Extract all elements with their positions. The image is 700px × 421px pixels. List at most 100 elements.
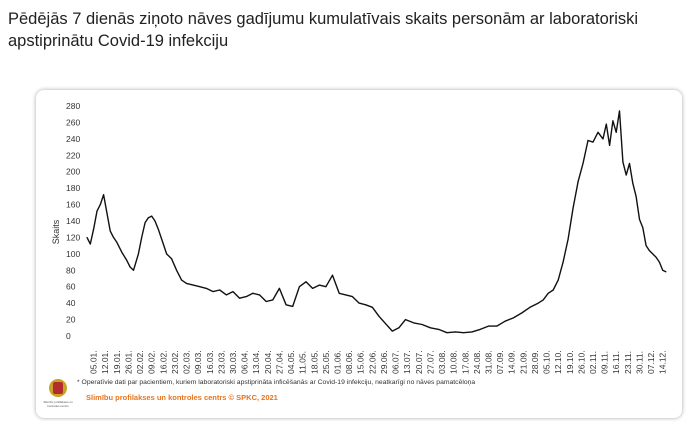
x-tick-label: 24.08. [472, 350, 482, 374]
y-tick-label: 200 [66, 167, 80, 177]
data-point [572, 207, 574, 209]
data-point [147, 217, 149, 219]
data-point [463, 332, 465, 334]
y-tick-label: 120 [66, 232, 80, 242]
data-source-credit: Slimību profilakses un kontroles centrs … [86, 393, 278, 402]
data-point [298, 286, 300, 288]
logo-shield [53, 382, 63, 394]
y-tick-label: 220 [66, 150, 80, 160]
plot-area [86, 110, 667, 334]
data-point [232, 291, 234, 293]
data-point [557, 279, 559, 281]
x-tick-label: 29.06. [379, 350, 389, 374]
data-point [285, 304, 287, 306]
data-point [438, 328, 440, 330]
y-tick-label: 0 [66, 331, 71, 341]
x-tick-label: 01.06. [333, 350, 343, 374]
data-point [609, 144, 611, 146]
data-point [629, 163, 630, 164]
data-point [625, 174, 627, 176]
data-point [521, 312, 523, 314]
data-point [116, 241, 118, 243]
data-point [154, 220, 156, 222]
x-tick-label: 07.12. [646, 350, 656, 374]
x-tick-label: 17.08. [460, 350, 470, 374]
data-point [619, 110, 620, 112]
y-tick-label: 20 [66, 315, 76, 325]
data-point [312, 287, 314, 289]
data-point [166, 253, 168, 255]
x-tick-label: 04.05. [286, 350, 296, 374]
data-point [454, 331, 456, 333]
data-point [632, 182, 634, 184]
data-point [358, 302, 360, 304]
x-tick-label: 23.11. [623, 351, 633, 374]
data-point [192, 284, 194, 286]
data-point [385, 323, 387, 325]
data-point [219, 289, 221, 291]
data-point [252, 292, 254, 294]
x-tick-label: 20.04. [263, 350, 273, 374]
y-tick-label: 80 [66, 265, 76, 275]
data-point [199, 286, 201, 288]
data-point [635, 195, 637, 197]
data-point [405, 319, 406, 321]
spkc-logo: Slimību profilakses un kontroles centrs [43, 379, 73, 408]
page-title: Pēdējās 7 dienās ziņoto nāves gadījumu k… [8, 10, 639, 50]
data-point [602, 138, 604, 140]
data-point [662, 269, 664, 271]
data-point [479, 328, 481, 330]
x-tick-label: 12.01. [100, 350, 110, 374]
y-tick-label: 140 [66, 216, 80, 226]
x-tick-label: 23.02. [170, 350, 180, 374]
x-tick-label: 19.01. [112, 350, 122, 374]
data-point [592, 141, 594, 143]
data-point [622, 161, 624, 163]
data-point [129, 266, 131, 268]
x-tick-label: 12.10. [553, 350, 563, 374]
data-point [259, 294, 260, 296]
x-tick-label: 14.12. [658, 350, 668, 374]
data-point [305, 281, 307, 283]
data-point [225, 294, 227, 296]
x-axis: 05.01. 12.01. 19.01. 26.01. 02.02. 09.02. 16.0… [89, 350, 668, 374]
y-tick-label: 180 [66, 183, 80, 193]
x-tick-label: 18.05. [309, 350, 319, 374]
data-point [141, 236, 143, 238]
data-point [278, 287, 280, 289]
data-point [504, 320, 506, 322]
data-point [245, 296, 247, 298]
x-tick-label: 14.09. [507, 350, 517, 374]
x-tick-label: 23.03. [216, 350, 226, 374]
x-tick-label: 16.03. [205, 350, 215, 374]
data-point [398, 327, 400, 329]
data-point [639, 218, 640, 220]
x-tick-label: 30.11. [635, 351, 645, 374]
y-axis-label: Skaits [51, 219, 61, 244]
x-tick-label: 09.03. [193, 350, 203, 374]
x-tick-label: 10.08. [449, 350, 459, 374]
data-point [171, 258, 173, 260]
data-point [86, 236, 88, 238]
x-tick-label: 27.07. [425, 350, 435, 374]
data-point [239, 297, 241, 299]
data-point [205, 287, 207, 289]
data-point [612, 120, 614, 122]
data-point [446, 332, 448, 334]
y-tick-label: 160 [66, 200, 80, 210]
x-tick-label: 02.03. [182, 350, 192, 374]
data-point [537, 302, 539, 304]
x-tick-label: 05.10. [542, 350, 552, 374]
data-point [137, 253, 139, 255]
data-point [162, 243, 164, 245]
x-tick-label: 20.07. [414, 350, 424, 374]
x-tick-label: 31.08. [484, 350, 494, 374]
x-tick-label: 30.03. [228, 350, 238, 374]
y-tick-label: 240 [66, 134, 80, 144]
chart-footnote: * Operatīvie dati par pacientiem, kuriem… [77, 379, 476, 386]
y-tick-label: 60 [66, 282, 76, 292]
x-tick-label: 09.11. [600, 351, 610, 374]
x-tick-label: 03.08. [437, 350, 447, 374]
data-point [488, 325, 489, 327]
